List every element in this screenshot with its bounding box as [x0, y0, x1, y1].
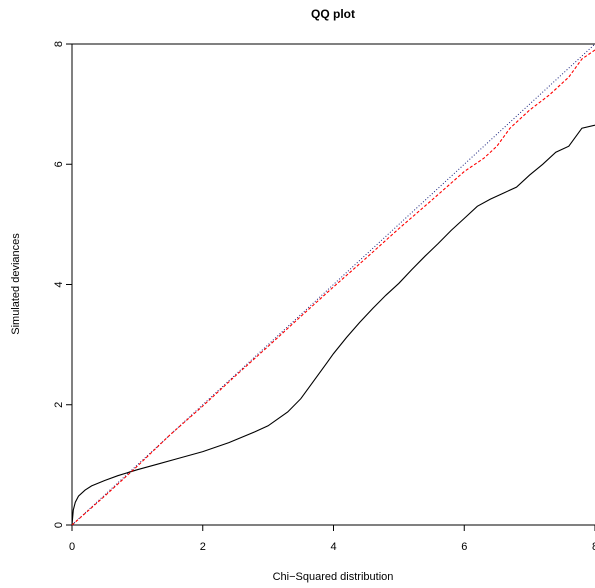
series-line-2	[71, 49, 595, 526]
x-axis-label: Chi−Squared distribution	[273, 571, 394, 583]
y-tick-label: 0	[53, 522, 65, 528]
y-tick-label: 4	[53, 281, 65, 287]
x-tick-label: 6	[461, 541, 467, 553]
y-tick-label: 6	[53, 161, 65, 167]
series-line-1	[71, 124, 595, 526]
plot-lines	[71, 43, 595, 526]
y-axis-label: Simulated deviances	[10, 233, 22, 335]
x-axis-ticks: 0 2 4 6 8	[69, 525, 595, 553]
x-tick-label: 4	[330, 541, 336, 553]
x-tick-label: 8	[592, 541, 595, 553]
chart-title: QQ plot	[311, 7, 355, 21]
y-tick-label: 2	[53, 402, 65, 408]
y-axis-ticks: 0 2 4 6 8	[53, 41, 72, 528]
x-tick-label: 0	[69, 541, 75, 553]
x-tick-label: 2	[200, 541, 206, 553]
y-tick-label: 8	[53, 41, 65, 47]
